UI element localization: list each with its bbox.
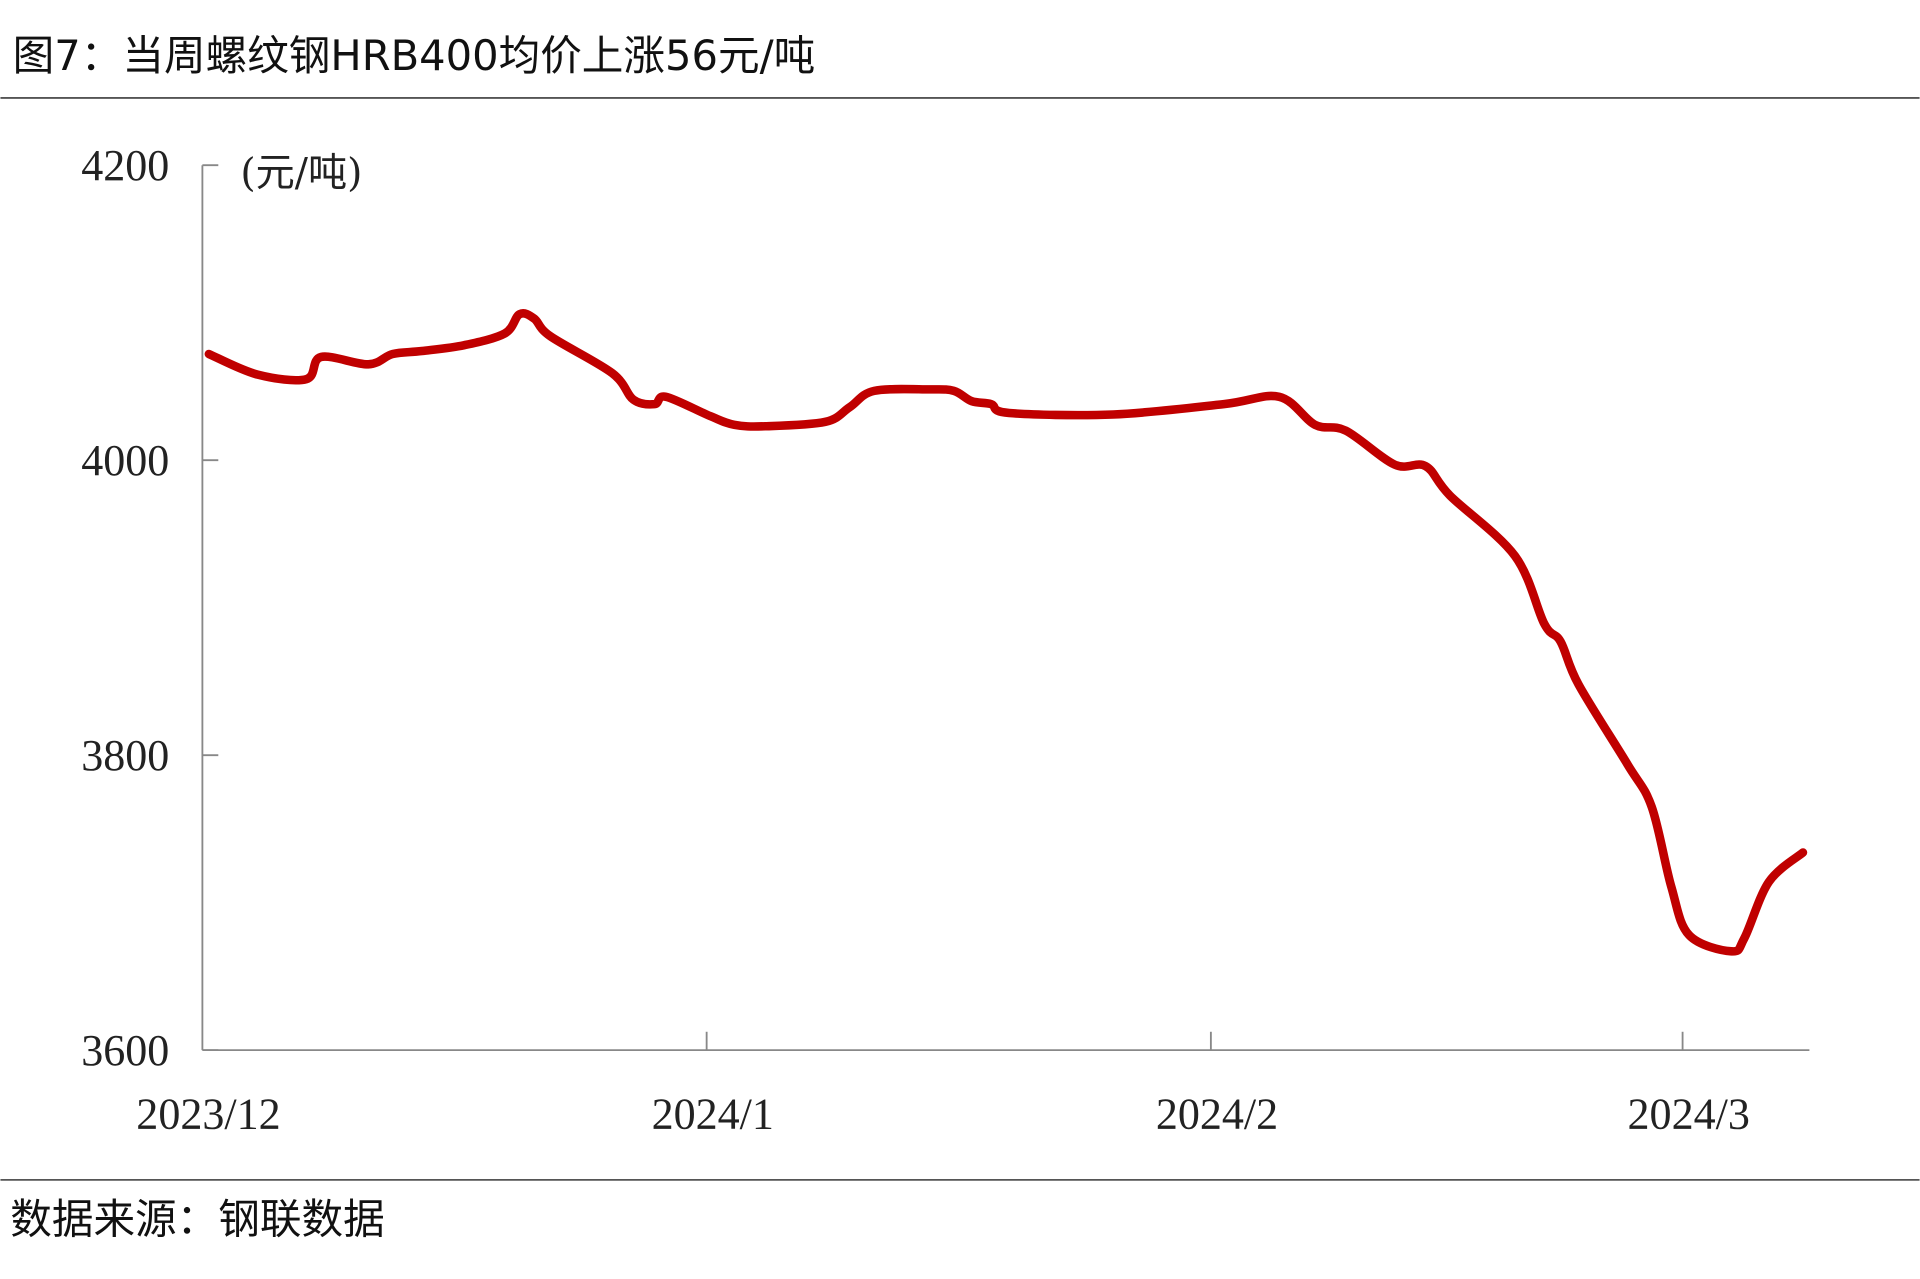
y-tick-label: 4200 <box>81 141 169 190</box>
y-axis-unit-label: (元/吨) <box>240 151 362 196</box>
x-axis: 2023/12 2024/1 2024/2 2024/3 <box>136 1031 1810 1138</box>
x-tick-label: 2024/1 <box>652 1089 774 1138</box>
y-axis: 4200 4000 3800 3600 (元/吨) <box>81 141 362 1075</box>
data-source: 数据来源：钢联数据 <box>10 1195 384 1244</box>
y-tick-label: 4000 <box>81 436 169 485</box>
x-tick-label: 2024/2 <box>1156 1089 1278 1138</box>
y-tick-label: 3800 <box>81 731 169 780</box>
x-tick-label: 2024/3 <box>1628 1089 1750 1138</box>
series-line-hrb400-price <box>204 309 1808 956</box>
y-tick-label: 3600 <box>81 1026 169 1075</box>
x-tick-label: 2023/12 <box>136 1089 280 1138</box>
figure-title: 图7：当周螺纹钢HRB400均价上涨56元/吨 <box>13 31 816 80</box>
